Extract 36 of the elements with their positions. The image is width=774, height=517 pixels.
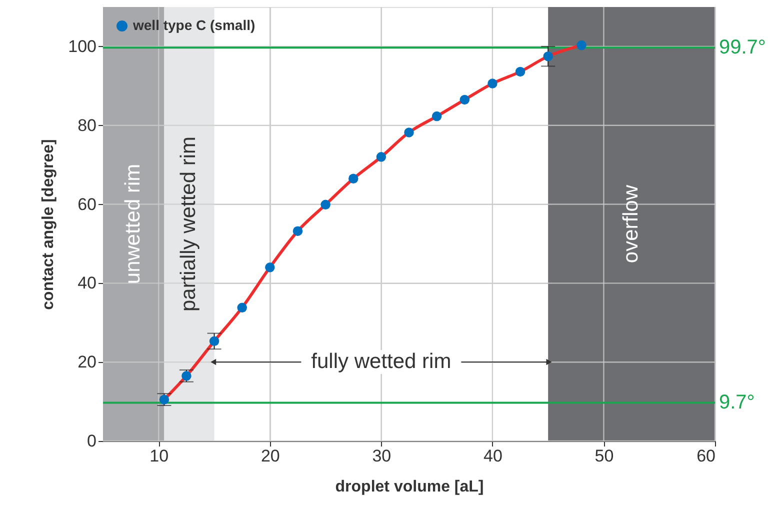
point	[320, 200, 330, 210]
point	[292, 226, 303, 236]
point	[404, 128, 414, 138]
x-tick-label: 50	[594, 446, 614, 466]
point	[576, 40, 586, 50]
band-label: partially wetted rim	[177, 136, 200, 312]
x-tick-label: 40	[483, 446, 502, 466]
x-tick-label: 60	[696, 446, 716, 466]
point	[488, 78, 498, 88]
y-tick-label: 40	[78, 274, 96, 293]
x-axis-title: droplet volume [aL]	[335, 478, 484, 496]
y-tick-label: 100	[68, 36, 96, 56]
point	[182, 371, 192, 381]
point	[543, 51, 553, 62]
point	[265, 262, 275, 272]
ref-line-label: 99.7°	[719, 36, 766, 59]
point	[237, 302, 247, 313]
annotation: fully wetted rim	[311, 350, 452, 373]
x-tick-label: 30	[372, 446, 392, 466]
point	[376, 152, 386, 162]
y-tick-label: 0	[87, 432, 96, 450]
point	[348, 174, 358, 184]
legend-label: well type C (small)	[132, 17, 256, 33]
band-label: overflow	[620, 184, 643, 264]
x-tick-label: 10	[150, 446, 169, 466]
point	[432, 111, 442, 122]
y-tick-label: 60	[78, 194, 96, 214]
ref-line-label: 9.7°	[719, 392, 755, 414]
point	[460, 94, 470, 105]
point	[515, 66, 526, 77]
y-tick-label: 80	[78, 116, 96, 135]
y-tick-label: 20	[78, 352, 96, 372]
band-label: unwetted rim	[122, 164, 145, 284]
y-axis-title: contact angle [degree]	[40, 139, 58, 310]
x-tick-label: 20	[260, 446, 280, 466]
point	[209, 336, 220, 346]
